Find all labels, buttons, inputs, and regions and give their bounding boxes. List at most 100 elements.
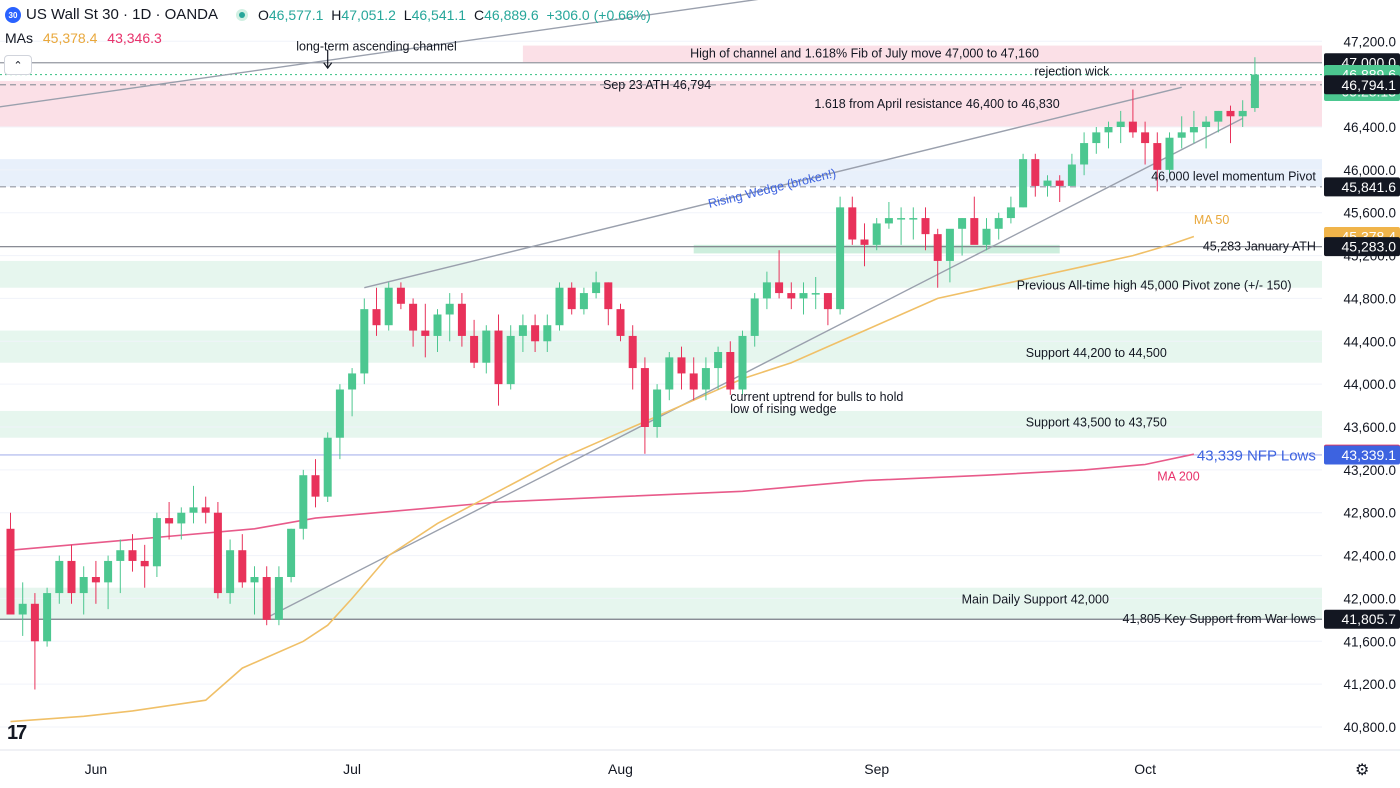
pivot-zone <box>0 159 1322 187</box>
wedge-upper-trendline <box>364 86 1182 289</box>
collapse-legend-button[interactable]: ⌃ <box>4 55 32 75</box>
candle-body <box>555 287 564 326</box>
candle-body <box>750 298 759 336</box>
support-zone <box>0 260 1322 288</box>
candle-body <box>482 330 491 363</box>
candle-body <box>189 507 198 513</box>
ma50-value: 45,378.4 <box>42 30 98 46</box>
price-badge <box>1324 445 1400 465</box>
tradingview-logo-icon[interactable]: 17 <box>7 722 27 744</box>
moving-averages-layer <box>10 235 1195 723</box>
candle-body <box>457 303 466 336</box>
high-label: H <box>331 7 342 23</box>
candle-body <box>689 373 698 390</box>
mas-label: MAs <box>5 30 33 46</box>
symbol-badge[interactable]: 30 <box>5 7 21 23</box>
price-tick-label: 46,400.0 <box>1343 120 1396 135</box>
candle-body <box>1238 110 1247 117</box>
annotation-label: Previous All-time high 45,000 Pivot zone… <box>1017 279 1292 293</box>
candle-body <box>958 218 967 229</box>
candle-body <box>421 330 430 336</box>
candle-body <box>274 577 283 620</box>
gear-icon[interactable]: ⚙ <box>1355 762 1370 779</box>
price-tick-label: 46,000.0 <box>1343 163 1396 178</box>
candle-body <box>262 577 271 620</box>
time-tick-label: Oct <box>1134 761 1156 777</box>
candle-body <box>518 325 527 336</box>
price-badge <box>1324 237 1400 257</box>
candle-body <box>945 228 954 261</box>
candle-body <box>714 352 723 369</box>
open-label: O <box>258 7 269 23</box>
annotation-label: low of rising wedge <box>730 402 836 416</box>
symbol-title[interactable]: US Wall St 30 · 1D · OANDA <box>26 6 218 23</box>
price-axis: 40,800.0 41,200.0 41,600.0 42,000.0 42,400.0… <box>1322 0 1400 750</box>
candle-body <box>726 352 735 390</box>
candle-body <box>628 335 637 369</box>
candle-body <box>775 282 784 294</box>
resistance-zone <box>522 45 1322 63</box>
candle-body <box>616 309 625 336</box>
candle-body <box>579 293 588 310</box>
price-tick-label: 42,800.0 <box>1343 506 1396 521</box>
candle-body <box>1055 180 1064 186</box>
candle-body <box>165 518 174 524</box>
candle-body <box>396 287 405 304</box>
annotation-label: Main Daily Support 42,000 <box>962 593 1109 607</box>
candle-body <box>1128 121 1137 133</box>
candle-body <box>1141 132 1150 144</box>
ma-legend[interactable]: MAs 45,378.4 43,346.3 <box>5 30 162 46</box>
low-label: L <box>403 7 412 23</box>
chevron-up-icon: ⌃ <box>13 59 23 72</box>
price-badge-label: 45,283.0 <box>1342 239 1397 255</box>
candle-body <box>43 593 52 642</box>
close-label: C <box>473 7 485 23</box>
candle-body <box>567 287 576 310</box>
candle-body <box>640 368 649 427</box>
candle-body <box>335 389 344 438</box>
annotation-label: current uptrend for bulls to hold <box>730 390 903 404</box>
candle-body <box>360 309 369 374</box>
price-badge-label: 45,841.6 <box>1342 179 1397 195</box>
low-value: 46,541.1 <box>411 7 467 23</box>
candle-body <box>848 207 857 240</box>
price-badge <box>1324 75 1400 95</box>
candle-body <box>470 335 479 363</box>
annotation-label: 46,000 level momentum Pivot <box>1151 169 1316 183</box>
candle-body <box>982 228 991 245</box>
candle-body <box>213 512 222 594</box>
time-tick-label: Jul <box>343 761 361 777</box>
open-value: 46,577.1 <box>268 7 324 23</box>
annotation-label: Support 43,500 to 43,750 <box>1026 416 1167 430</box>
candle-body <box>152 518 161 567</box>
candle-body <box>1226 110 1235 117</box>
candle-body <box>201 507 210 513</box>
candle-body <box>897 218 906 220</box>
annotation-label: rejection wick <box>1034 64 1110 78</box>
high-value: 47,051.2 <box>341 7 396 23</box>
candle-body <box>1116 121 1125 127</box>
candle-body <box>1153 143 1162 170</box>
time-tick-label: Aug <box>608 761 633 777</box>
candle-body <box>299 475 308 529</box>
annotation-label: long-term ascending channel <box>296 40 457 54</box>
price-badge <box>1324 177 1400 197</box>
candle-body <box>1080 143 1089 165</box>
candle-body <box>384 287 393 326</box>
candle-body <box>787 293 796 299</box>
price-tick-label: 44,800.0 <box>1343 291 1396 306</box>
candle-body <box>1250 74 1259 109</box>
candle-body <box>91 577 100 583</box>
price-tick-label: 47,200.0 <box>1343 34 1396 49</box>
candle-body <box>543 325 552 342</box>
candle-body <box>1031 159 1040 186</box>
candle-body <box>140 560 149 567</box>
channel-trendline <box>0 0 759 108</box>
support-zone <box>0 330 1322 363</box>
candle-body <box>67 560 76 594</box>
trendlines-layer <box>0 0 1244 619</box>
candle-body <box>79 577 88 594</box>
price-badge-label: 41,805.7 <box>1342 611 1397 627</box>
